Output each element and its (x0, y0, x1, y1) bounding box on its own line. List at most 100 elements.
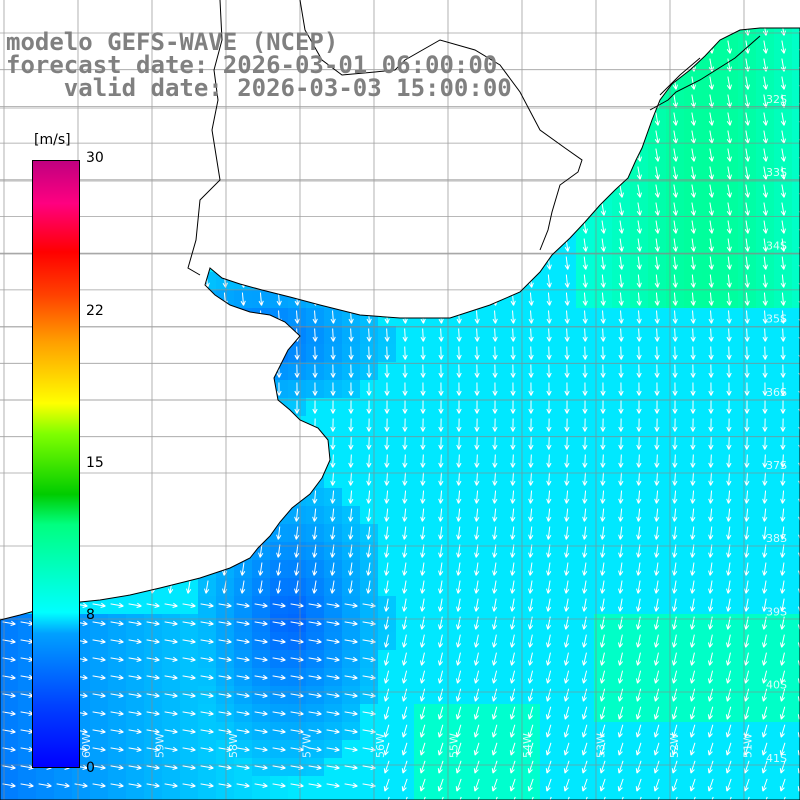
wind-arrow (258, 562, 264, 576)
speed-cell (792, 290, 800, 309)
wind-arrow (308, 710, 322, 716)
wind-arrow (200, 602, 214, 608)
wind-arrow (780, 202, 786, 216)
wind-arrow (326, 674, 340, 680)
wind-arrow (384, 490, 390, 504)
wind-arrow (581, 652, 588, 666)
wind-arrow (272, 620, 286, 626)
wind-arrow (510, 400, 516, 414)
wind-arrow (491, 670, 498, 684)
wind-arrow (582, 292, 588, 306)
speed-cell (306, 794, 325, 800)
speed-cell (450, 794, 469, 800)
wind-arrow (707, 760, 714, 774)
wind-arrow (527, 670, 534, 684)
wind-arrow (762, 562, 768, 576)
wind-arrow (798, 292, 800, 306)
wind-arrow (438, 400, 444, 414)
speed-cell (90, 794, 109, 800)
wind-arrow (492, 328, 498, 342)
wind-arrow (366, 436, 372, 450)
wind-arrow (56, 782, 70, 788)
wind-arrow (744, 364, 750, 378)
wind-arrow (780, 436, 786, 450)
wind-arrow (510, 562, 516, 576)
wind-arrow (308, 620, 322, 626)
wind-arrow (491, 778, 498, 792)
wind-arrow (384, 580, 390, 594)
wind-arrow (383, 652, 390, 666)
wind-arrow (272, 638, 286, 644)
wind-arrow (600, 472, 606, 486)
wind-arrow (779, 778, 786, 792)
wind-arrow (402, 328, 408, 342)
wind-arrow (510, 418, 516, 432)
wind-arrow (348, 436, 354, 450)
wind-arrow (600, 454, 606, 468)
wind-arrow (600, 220, 606, 234)
wind-arrow (635, 778, 642, 792)
wind-arrow (690, 166, 696, 180)
wind-arrow (725, 778, 732, 792)
wind-arrow (437, 670, 444, 684)
wind-arrow (690, 256, 696, 270)
wind-arrow (582, 400, 588, 414)
wind-arrow (456, 598, 462, 612)
lon-label: 57W (301, 733, 314, 758)
wind-arrow (308, 638, 322, 644)
wind-arrow (383, 634, 390, 648)
wind-arrow (362, 674, 376, 680)
wind-arrow (689, 688, 696, 702)
wind-arrow (456, 562, 462, 576)
speed-cell (792, 524, 800, 543)
wind-arrow (456, 472, 462, 486)
wind-arrow (582, 490, 588, 504)
wind-arrow (762, 454, 768, 468)
wind-arrow (164, 656, 178, 662)
wind-arrow (240, 292, 246, 306)
wind-arrow (402, 508, 408, 522)
wind-arrow (146, 602, 160, 608)
wind-arrow (254, 620, 268, 626)
wind-arrow (582, 544, 588, 558)
wind-arrow (581, 634, 588, 648)
wind-arrow (438, 418, 444, 432)
wind-arrow (128, 710, 142, 716)
wind-arrow (38, 782, 52, 788)
wind-arrow (312, 490, 318, 504)
wind-arrow (491, 724, 498, 738)
wind-arrow (366, 382, 372, 396)
wind-arrow (492, 472, 498, 486)
wind-arrow (726, 490, 732, 504)
wind-arrow (636, 544, 642, 558)
wind-arrow (725, 688, 732, 702)
wind-arrow (326, 620, 340, 626)
speed-cell (576, 794, 595, 800)
wind-arrow (128, 692, 142, 698)
wind-arrow (546, 274, 552, 288)
wind-arrow (218, 710, 232, 716)
wind-arrow (218, 620, 232, 626)
wind-arrow (474, 310, 480, 324)
wind-arrow (510, 436, 516, 450)
wind-arrow (689, 724, 696, 738)
wind-arrow (272, 710, 286, 716)
wind-arrow (672, 418, 678, 432)
wind-arrow (762, 544, 768, 558)
wind-arrow (762, 508, 768, 522)
wind-arrow (2, 692, 16, 698)
lon-label: 56W (374, 733, 387, 758)
wind-arrow (528, 292, 534, 306)
wind-arrow (182, 710, 196, 716)
wind-arrow (510, 328, 516, 342)
wind-arrow (326, 782, 340, 788)
speed-cell (72, 794, 91, 800)
wind-arrow (182, 674, 196, 680)
wind-arrow (545, 778, 552, 792)
speed-cell (486, 794, 505, 800)
wind-arrow (744, 274, 750, 288)
wind-arrow (744, 526, 750, 540)
wind-arrow (474, 526, 480, 540)
speed-cell (792, 128, 800, 147)
wind-arrow (635, 652, 642, 666)
